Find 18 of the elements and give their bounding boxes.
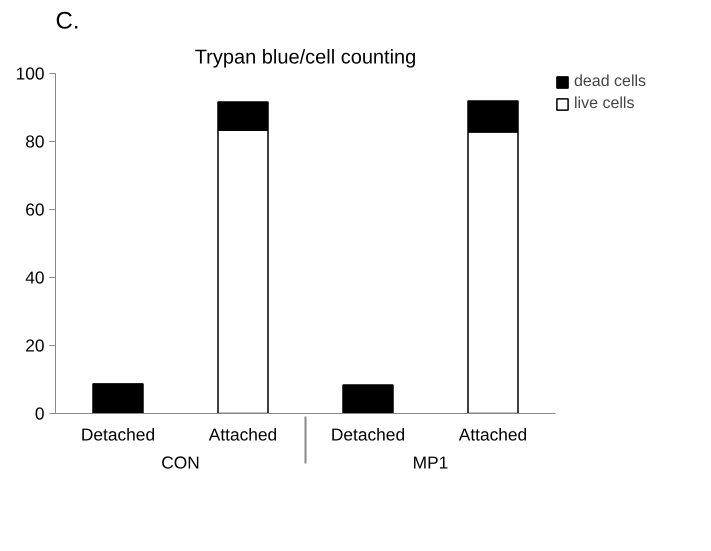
x-tick-label: Attached bbox=[458, 424, 528, 444]
x-tick-label: Detached bbox=[330, 424, 406, 444]
y-tick-label: 100 bbox=[16, 64, 45, 84]
x-tick-label: Attached bbox=[208, 424, 278, 444]
y-tick-label: 80 bbox=[25, 132, 45, 152]
chart-title: Trypan blue/cell counting bbox=[194, 46, 416, 68]
text: C. bbox=[56, 8, 80, 34]
bar bbox=[342, 384, 394, 414]
text: CON bbox=[161, 452, 200, 472]
text: MP1 bbox=[412, 452, 448, 472]
y-tick-label: 20 bbox=[25, 336, 45, 356]
y-tick-label: 40 bbox=[25, 268, 45, 288]
y-tick-label: 60 bbox=[25, 200, 45, 220]
bar bbox=[92, 383, 144, 414]
legend-label: dead cells bbox=[574, 73, 646, 91]
y-tick-label: 0 bbox=[34, 404, 45, 424]
x-tick-label: Detached bbox=[80, 424, 156, 444]
legend-label: live cells bbox=[574, 95, 634, 113]
